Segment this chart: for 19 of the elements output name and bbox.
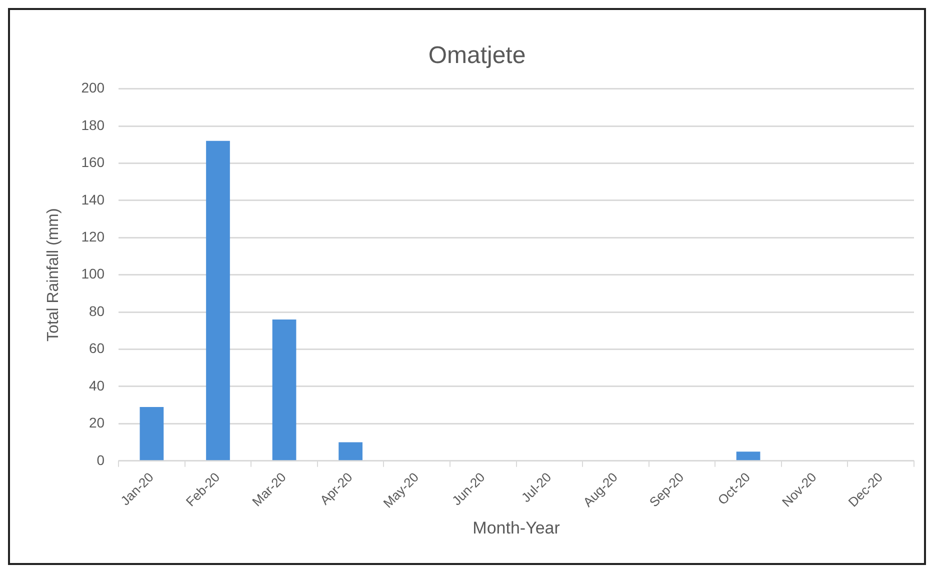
y-tick-label: 180	[81, 116, 105, 133]
y-tick-label: 20	[88, 414, 105, 431]
y-tick-label: 80	[88, 302, 105, 319]
bar	[736, 452, 760, 460]
y-tick-label: 160	[81, 154, 105, 170]
y-tick-label: 100	[81, 266, 105, 282]
y-axis-title: Total Rainfall (mm)	[45, 208, 62, 342]
y-tick-label: 140	[81, 191, 105, 208]
chart-title: Omatjete	[428, 42, 526, 70]
y-tick-label: 0	[96, 452, 105, 468]
bar	[272, 320, 296, 460]
y-tick-label: 60	[88, 340, 105, 356]
y-tick-label: 40	[88, 377, 105, 394]
bar	[206, 140, 230, 460]
bar	[338, 442, 362, 460]
bar	[140, 406, 164, 460]
y-tick-label: 120	[81, 228, 105, 245]
y-tick-label: 200	[81, 80, 105, 96]
x-axis-title: Month-Year	[472, 518, 560, 538]
